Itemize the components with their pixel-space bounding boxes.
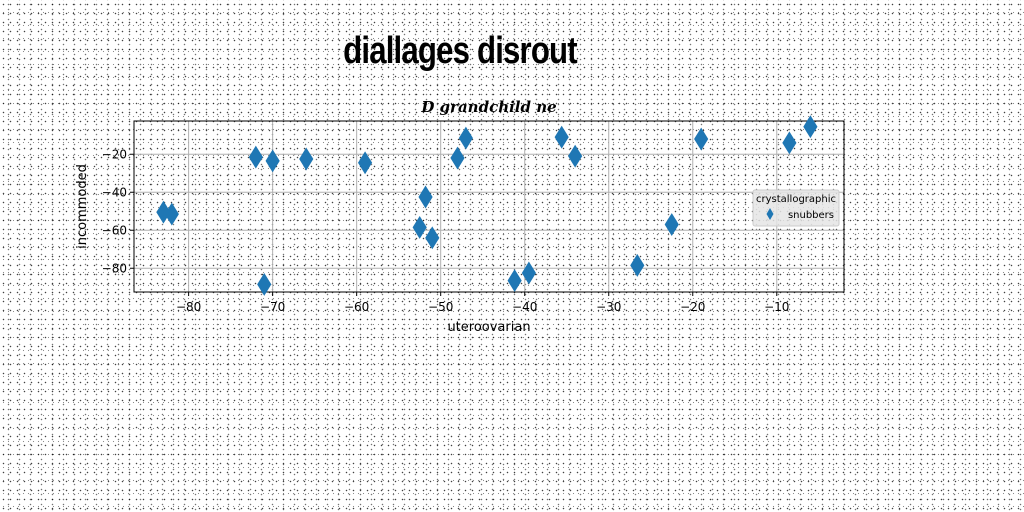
data-point bbox=[299, 147, 314, 171]
data-point bbox=[568, 144, 583, 168]
x-tick-label: −80 bbox=[176, 300, 201, 314]
x-tick-label: −20 bbox=[680, 300, 705, 314]
plot-area bbox=[133, 120, 845, 293]
x-tick-label: −60 bbox=[344, 300, 369, 314]
data-point bbox=[450, 146, 465, 170]
x-tick-label: −30 bbox=[596, 300, 621, 314]
data-point bbox=[265, 149, 280, 173]
data-point bbox=[521, 261, 536, 285]
data-point bbox=[782, 131, 797, 155]
data-points bbox=[156, 115, 818, 296]
data-point bbox=[418, 185, 433, 209]
data-point bbox=[507, 269, 522, 293]
y-tick-label: −20 bbox=[102, 147, 127, 161]
data-point bbox=[425, 226, 440, 250]
y-tick-label: −40 bbox=[102, 185, 127, 199]
legend-marker bbox=[766, 208, 774, 220]
data-point bbox=[630, 253, 645, 277]
legend: crystallographic snubbers bbox=[752, 189, 840, 227]
data-point bbox=[357, 151, 373, 175]
y-tick-label: −60 bbox=[102, 223, 127, 237]
data-point bbox=[803, 115, 818, 139]
x-tick-label: −10 bbox=[764, 300, 789, 314]
data-point bbox=[164, 202, 179, 226]
y-axis-label: incommoded bbox=[75, 164, 90, 249]
data-point bbox=[664, 213, 679, 236]
x-tick-label: −40 bbox=[512, 300, 537, 314]
y-tick-label: −80 bbox=[102, 261, 127, 275]
legend-series-label: snubbers bbox=[788, 210, 834, 221]
x-tick-label: −70 bbox=[260, 300, 285, 314]
chart-title: D grandchild ne bbox=[420, 98, 556, 116]
grid-lines bbox=[134, 121, 844, 292]
figure-title: diallages disrout bbox=[343, 30, 577, 72]
data-point bbox=[458, 126, 473, 150]
data-point bbox=[156, 200, 171, 224]
x-axis-label: uteroovarian bbox=[447, 320, 530, 335]
data-point bbox=[257, 272, 272, 296]
x-tick-label: −50 bbox=[428, 300, 453, 314]
legend-title: crystallographic bbox=[756, 194, 836, 205]
axis-ticks: −80 −70 −60 −50 −40 −30 −20 −10 −20 −40 −60 −80 bbox=[102, 147, 790, 314]
data-point bbox=[694, 127, 709, 151]
data-point bbox=[248, 145, 263, 169]
legend-box bbox=[752, 189, 840, 227]
data-point bbox=[412, 215, 427, 239]
data-point bbox=[554, 125, 569, 149]
